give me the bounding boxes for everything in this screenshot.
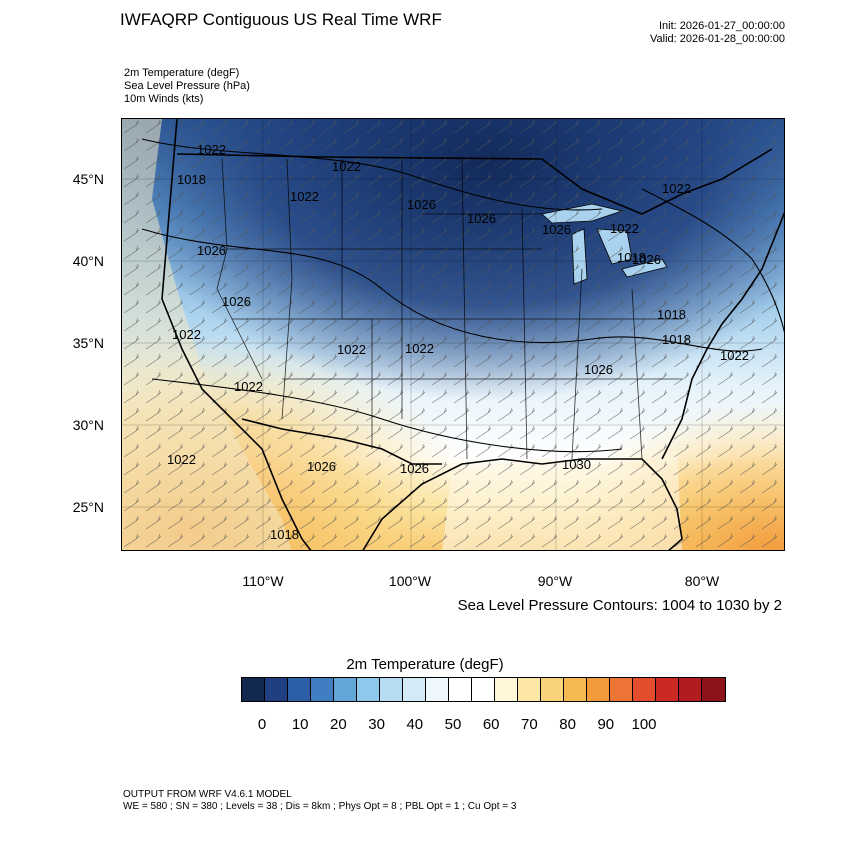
temperature-colorbar [241, 677, 726, 702]
colorbar-swatch [679, 678, 702, 701]
pressure-label: 1026 [197, 243, 226, 258]
pressure-label: 1018 [270, 527, 299, 542]
pressure-label: 1026 [542, 222, 571, 237]
pressure-label: 1026 [467, 211, 496, 226]
init-time: Init: 2026-01-27_00:00:00 [659, 20, 785, 32]
pressure-label: 1018 [662, 332, 691, 347]
colorbar-tick-label: 50 [444, 716, 462, 733]
colorbar-swatch [449, 678, 472, 701]
pressure-label: 1022 [610, 221, 639, 236]
pressure-label: 1026 [632, 252, 661, 267]
valid-time: Valid: 2026-01-28_00:00:00 [650, 33, 785, 45]
pressure-label: 1018 [657, 307, 686, 322]
pressure-label: 1026 [407, 197, 436, 212]
colorbar-tick-label: 70 [521, 716, 538, 733]
pressure-label: 1026 [222, 294, 251, 309]
colorbar-swatch [587, 678, 610, 701]
colorbar-swatch [334, 678, 357, 701]
atlantic-coast [661, 211, 784, 460]
colorbar-tick-label: 60 [482, 716, 500, 733]
pressure-label: 1022 [405, 341, 434, 356]
colorbar-swatch [633, 678, 656, 701]
pressure-label: 1022 [290, 189, 319, 204]
pressure-label: 1030 [562, 457, 591, 472]
pressure-label: 1018 [177, 172, 206, 187]
pressure-label: 1022 [720, 348, 749, 363]
gulf-coast [362, 458, 683, 550]
lon-label-90w: 90°W [537, 573, 573, 589]
colorbar-tick-label: 0 [257, 716, 267, 733]
colorbar-swatch [357, 678, 380, 701]
us-canada-border [176, 148, 773, 215]
colorbar-swatch [564, 678, 587, 701]
colorbar-swatch [380, 678, 403, 701]
lon-label-80w: 80°W [684, 573, 720, 589]
model-config: WE = 580 ; SN = 380 ; Levels = 38 ; Dis … [123, 801, 517, 812]
pressure-label: 1022 [332, 159, 361, 174]
pressure-label: 1022 [172, 327, 201, 342]
colorbar-swatch [610, 678, 633, 701]
colorbar-swatch [702, 678, 725, 701]
field-label-temperature: 2m Temperature (degF) [124, 67, 240, 79]
colorbar-swatch [518, 678, 541, 701]
us-west-coast [161, 119, 312, 550]
weather-map: 1022 1018 1022 1022 1026 1026 1026 1022 … [121, 118, 785, 551]
pressure-label: 1022 [337, 342, 366, 357]
us-mexico-border [241, 418, 442, 465]
colorbar-swatch [656, 678, 679, 701]
pressure-label: 1026 [307, 459, 336, 474]
colorbar-tick-label: 40 [406, 716, 424, 733]
model-info: OUTPUT FROM WRF V4.6.1 MODEL [123, 789, 292, 800]
colorbar-tick-label: 30 [368, 716, 385, 733]
colorbar-swatch [242, 678, 265, 701]
lon-label-100w: 100°W [388, 573, 432, 589]
colorbar-swatch [495, 678, 518, 701]
lat-label-30n: 30°N [72, 417, 104, 433]
field-label-winds: 10m Winds (kts) [124, 93, 204, 105]
pressure-label: 1026 [584, 362, 613, 377]
colorbar-swatch [472, 678, 495, 701]
lat-label-40n: 40°N [72, 253, 104, 269]
colorbar-swatch [288, 678, 311, 701]
pressure-label: 1022 [167, 452, 196, 467]
pressure-label: 1022 [662, 181, 691, 196]
colorbar-tick-label: 90 [597, 716, 615, 733]
colorbar-title: 2m Temperature (degF) [346, 656, 504, 673]
pressure-label: 1026 [400, 461, 429, 476]
colorbar-swatch [265, 678, 288, 701]
colorbar-tick-label: 100 [631, 716, 657, 733]
field-label-pressure: Sea Level Pressure (hPa) [124, 80, 250, 92]
lat-label-25n: 25°N [72, 499, 104, 515]
lat-label-35n: 35°N [72, 335, 104, 351]
colorbar-swatch [426, 678, 449, 701]
colorbar-swatch [541, 678, 564, 701]
colorbar-swatch [403, 678, 426, 701]
lon-label-110w: 110°W [242, 573, 284, 589]
lat-label-45n: 45°N [72, 171, 104, 187]
colorbar-swatch [311, 678, 334, 701]
pressure-label: 1022 [234, 379, 263, 394]
map-canvas: 1022 1018 1022 1022 1026 1026 1026 1022 … [122, 119, 784, 550]
colorbar-tick-label: 20 [330, 716, 347, 733]
colorbar-tick-label: 80 [559, 716, 576, 733]
pressure-label: 1022 [197, 142, 226, 157]
colorbar-tick-label: 10 [291, 716, 309, 733]
page-title: IWFAQRP Contiguous US Real Time WRF [120, 10, 442, 29]
contour-info: Sea Level Pressure Contours: 1004 to 103… [457, 597, 782, 614]
pressure-label: 1018 [617, 250, 646, 265]
